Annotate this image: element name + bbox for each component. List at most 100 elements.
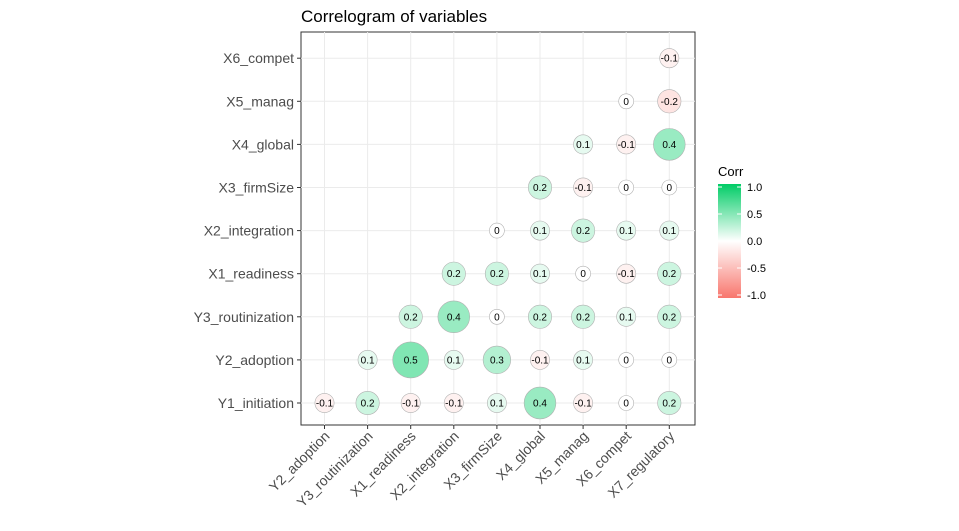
correlation-circle — [437, 300, 470, 333]
correlation-circle — [616, 220, 637, 241]
correlation-circle — [657, 390, 682, 415]
correlation-value-label: -0.1 — [402, 399, 420, 410]
correlation-circle — [489, 308, 505, 325]
correlation-circle — [618, 352, 635, 368]
correlation-value-label: 0 — [623, 183, 629, 194]
correlation-circle — [661, 352, 678, 368]
legend-color-bar — [718, 184, 741, 298]
legend-tick-label: -1.0 — [747, 290, 766, 302]
correlation-circle — [618, 93, 635, 110]
correlation-circle — [573, 393, 594, 413]
correlation-circle — [573, 349, 594, 370]
correlation-value-label: -0.1 — [618, 140, 636, 151]
correlation-value-label: 0.2 — [447, 269, 461, 280]
correlation-value-label: 0.2 — [404, 312, 418, 323]
x-tick-label: Y3_routinization — [293, 428, 375, 510]
y-tick-label: X4_global — [232, 136, 294, 152]
correlation-value-label: 0.1 — [490, 399, 504, 410]
legend-tick-label: 1.0 — [747, 182, 762, 194]
correlation-circle — [659, 220, 680, 241]
legend-tick-label: 0.5 — [747, 209, 762, 221]
correlation-value-label: 0.2 — [662, 312, 676, 323]
legend-ticks: 1.0 0.5 0.0 -0.5 -1.0 — [718, 182, 766, 302]
correlation-value-label: 0.2 — [533, 183, 547, 194]
x-axis-labels: Y2_adoptionY3_routinizationX1_readinessX… — [266, 425, 677, 510]
correlation-circle — [441, 261, 466, 286]
correlation-value-label: -0.1 — [574, 399, 592, 410]
correlation-circle — [573, 134, 594, 155]
correlation-circle — [523, 386, 557, 420]
correlation-value-label: 0 — [623, 97, 629, 108]
correlation-circle — [653, 128, 686, 161]
correlation-value-label: -0.1 — [618, 269, 636, 280]
y-tick-label: Y1_initiation — [218, 395, 294, 411]
correlation-circle — [484, 261, 509, 286]
correlation-value-label: 0.1 — [619, 226, 633, 237]
correlation-value-label: 0.2 — [662, 399, 676, 410]
correlation-value-label: 0 — [623, 399, 629, 410]
correlation-value-label: 0 — [667, 355, 673, 366]
correlation-value-label: -0.1 — [531, 355, 549, 366]
correlation-value-label: 0 — [580, 269, 586, 280]
legend-title: Corr — [718, 164, 744, 179]
correlation-circle — [527, 304, 552, 329]
correlation-value-label: 0 — [623, 355, 629, 366]
correlation-circle — [530, 349, 550, 370]
correlation-circle — [357, 349, 378, 370]
y-tick-label: X5_manag — [226, 93, 294, 109]
correlation-circle — [616, 263, 637, 284]
correlation-circle — [616, 134, 637, 155]
legend-tick-label: 0.0 — [747, 236, 762, 248]
y-tick-label: X6_compet — [223, 50, 294, 66]
correlation-value-label: 0.2 — [533, 312, 547, 323]
legend-tick-label: -0.5 — [747, 263, 766, 275]
correlation-value-label: -0.1 — [661, 54, 679, 65]
correlation-value-label: 0.1 — [662, 226, 676, 237]
correlation-value-label: 0 — [494, 312, 500, 323]
correlation-value-label: -0.1 — [574, 183, 592, 194]
correlation-value-label: 0.1 — [361, 355, 375, 366]
chart-title: Correlogram of variables — [301, 7, 487, 26]
correlation-circle — [392, 341, 430, 379]
correlation-circle — [489, 222, 505, 239]
correlation-cells: -0.1 0.2 -0.1 -0.1 0.1 0.4 -0.1 0 0.2 0.1 0.5 0.1 0.… — [314, 48, 686, 420]
correlation-value-label: 0.2 — [576, 312, 590, 323]
correlation-value-label: 0.1 — [533, 269, 547, 280]
correlation-circle — [661, 179, 678, 196]
correlation-value-label: 0.5 — [404, 355, 418, 366]
correlation-value-label: 0.2 — [576, 226, 590, 237]
correlation-circle — [527, 175, 552, 200]
correlation-value-label: 0.3 — [490, 355, 504, 366]
correlation-circle — [355, 390, 380, 415]
correlation-circle — [571, 218, 596, 243]
y-tick-label: X3_firmSize — [219, 180, 295, 196]
correlation-value-label: -0.1 — [445, 399, 463, 410]
correlation-circle — [400, 393, 421, 413]
correlation-value-label: -0.2 — [661, 97, 679, 108]
y-axis-labels: Y1_initiation Y2_adoption Y3_routinization… — [194, 50, 301, 411]
correlation-circle — [616, 306, 637, 327]
correlation-value-label: 0 — [667, 183, 673, 194]
correlation-circle — [443, 349, 464, 370]
correlation-value-label: 0.1 — [619, 312, 633, 323]
correlation-value-label: 0.1 — [447, 355, 461, 366]
correlation-circle — [618, 395, 635, 411]
correlation-circle — [530, 263, 550, 284]
correlation-circle — [575, 265, 591, 282]
correlation-value-label: 0.2 — [662, 269, 676, 280]
correlation-circle — [657, 304, 682, 329]
correlation-circle — [314, 393, 335, 413]
correlation-value-label: 0.4 — [662, 140, 676, 151]
correlation-circle — [659, 48, 680, 69]
correlation-circle — [398, 304, 423, 329]
correlation-value-label: 0.4 — [533, 399, 547, 410]
correlation-circle — [618, 179, 635, 196]
correlation-circle — [530, 220, 550, 241]
y-tick-label: X2_integration — [204, 223, 294, 239]
correlation-value-label: 0 — [494, 226, 500, 237]
y-tick-label: Y2_adoption — [215, 352, 294, 368]
correlation-circle — [443, 393, 464, 413]
correlation-circle — [573, 177, 594, 198]
correlation-circle — [486, 393, 507, 413]
